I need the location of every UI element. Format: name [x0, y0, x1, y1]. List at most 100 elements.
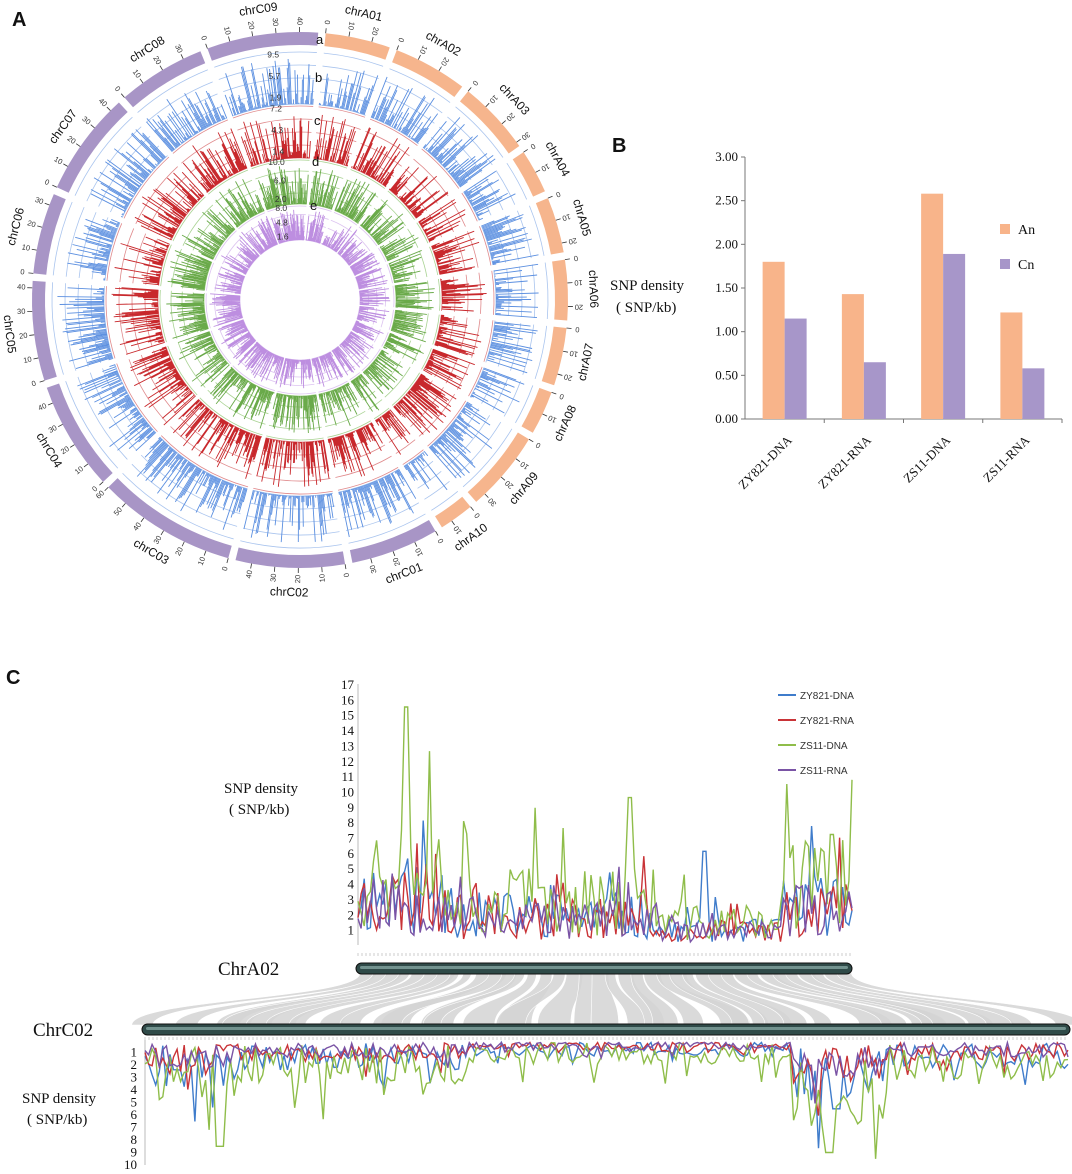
chromosome-label: chrA03 [496, 81, 532, 119]
track-gridline [417, 470, 442, 489]
track-gridline [90, 285, 102, 364]
track-histogram [256, 437, 330, 487]
tick-label: 30 [271, 18, 281, 27]
track-gridline [344, 335, 359, 352]
tick-label: 0 [472, 511, 482, 520]
bottom-ytick-label: 10 [124, 1157, 137, 1172]
tick-label: 10 [53, 154, 65, 166]
track-gridline [322, 65, 379, 79]
track-gridline [119, 228, 135, 283]
track-scale-label: 7.2 [270, 103, 282, 113]
track-gridline [189, 143, 238, 174]
chromosome-label: chrA06 [586, 270, 601, 309]
track-gridline [121, 155, 168, 218]
track-gridline [77, 284, 89, 367]
tick-label: 0 [534, 440, 542, 450]
track-gridline [345, 502, 420, 531]
top-ytick-label: 3 [348, 892, 355, 907]
tick-label: 10 [547, 413, 558, 425]
bar-An-ZY821-RNA [841, 294, 864, 419]
bar-An-ZY821-DNA [762, 261, 785, 419]
track-scale-label: 6.0 [274, 175, 286, 185]
tick-mark [52, 184, 58, 188]
track-histogram [338, 469, 417, 538]
track-gridline [353, 233, 371, 252]
track-gridline [421, 148, 460, 189]
track-gridline [388, 429, 408, 443]
bar-ytick-label: 0.00 [715, 411, 738, 426]
track-gridline [167, 345, 198, 396]
track-histogram [359, 287, 391, 307]
tick-mark [535, 169, 541, 173]
tick-label: 30 [173, 43, 185, 54]
track-letter-d: d [312, 154, 319, 169]
bottom-ytick-label: 6 [131, 1107, 138, 1122]
ideogram-chrC03 [108, 478, 232, 559]
track-gridline [365, 130, 410, 157]
track-gridline [199, 397, 263, 436]
track-scale-label: 10.0 [268, 157, 285, 167]
track-gridline [456, 362, 471, 390]
track-gridline [327, 420, 372, 438]
track-histogram [434, 314, 482, 356]
top-series-ZS11-RNA [357, 866, 853, 944]
tick-mark [104, 486, 109, 492]
ideogram-chrC09 [207, 32, 319, 61]
track-gridline [333, 211, 358, 226]
track-gridline [232, 105, 314, 119]
track-gridline [427, 400, 467, 447]
tick-label: 20 [439, 56, 451, 68]
track-gridline [392, 336, 401, 354]
track-gridline [128, 359, 168, 424]
tick-mark [44, 202, 50, 206]
track-histogram [214, 266, 245, 295]
tick-mark [451, 520, 455, 526]
track-gridline [214, 266, 222, 292]
tick-mark [120, 93, 125, 98]
tick-mark [203, 550, 207, 556]
bar-ytick-label: 1.00 [715, 324, 738, 339]
track-gridline [122, 473, 234, 540]
bar-ytick-label: 3.00 [715, 149, 738, 164]
track-gridline [361, 348, 381, 372]
track-histogram [272, 393, 321, 434]
track-gridline [214, 230, 237, 261]
track-letter-a: a [316, 32, 324, 47]
track-gridline [398, 234, 409, 253]
track-gridline [384, 366, 411, 398]
tick-mark [99, 481, 104, 486]
track-gridline [338, 468, 400, 493]
tick-mark [121, 503, 126, 508]
track-histogram [351, 320, 384, 341]
tick-label: 10 [451, 524, 463, 536]
track-gridline [422, 147, 461, 188]
tick-label: 0 [20, 267, 25, 276]
bottom-ytick-label: 4 [131, 1082, 138, 1097]
tick-label: 20 [26, 218, 36, 229]
track-gridline [159, 289, 167, 343]
track-histogram [481, 214, 539, 265]
track-gridline [171, 117, 228, 153]
track-scale-label: 9.5 [267, 49, 279, 59]
ideogram-chrC08 [124, 51, 206, 108]
tick-label: 0 [43, 177, 51, 187]
tick-label: 0 [573, 254, 578, 264]
track-gridline [188, 338, 214, 381]
ideogram-chrA06 [552, 259, 568, 321]
track-histogram [493, 263, 539, 319]
track-histogram [393, 373, 457, 435]
track-histogram [370, 76, 439, 144]
track-gridline [348, 513, 426, 544]
track-histogram [90, 129, 167, 218]
track-gridline [455, 106, 504, 158]
tick-label: 20 [370, 26, 381, 36]
track-gridline [495, 170, 516, 205]
ideogram-chrA03 [459, 91, 520, 154]
tick-label: 0 [199, 34, 209, 41]
track-gridline [276, 392, 317, 397]
bottom-ytick-label: 8 [131, 1132, 138, 1147]
track-gridline [421, 348, 432, 370]
track-gridline [447, 116, 493, 166]
track-histogram [355, 267, 388, 290]
